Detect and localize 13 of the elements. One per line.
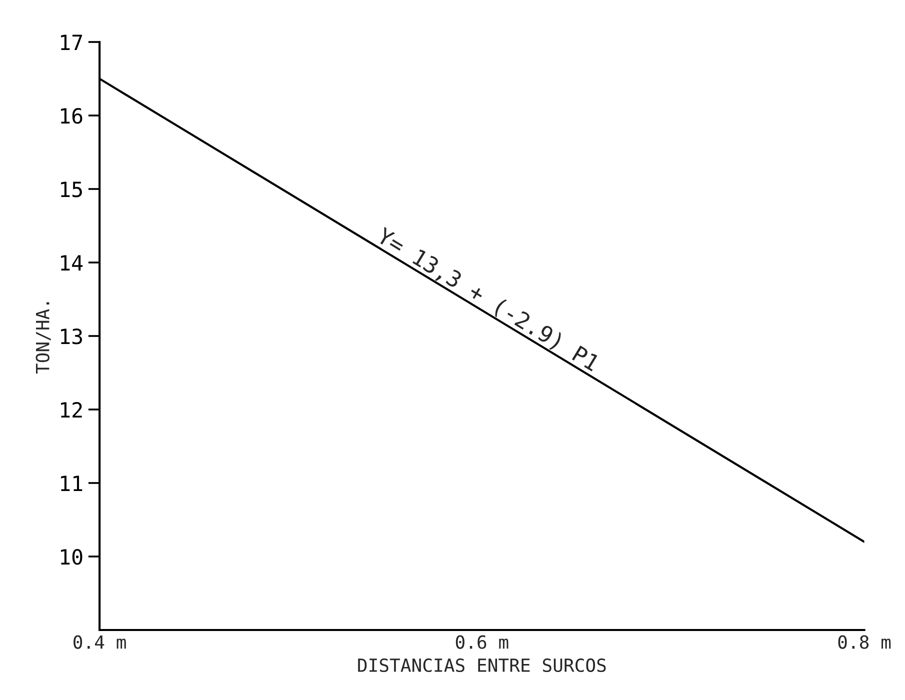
y-tick-label: 12 bbox=[60, 402, 82, 418]
y-tick-label: 11 bbox=[60, 476, 82, 491]
y-axis-title: TON/HA. bbox=[36, 302, 51, 374]
x-tick-label: 0.4 m bbox=[74, 635, 126, 649]
y-tick-label: 13 bbox=[60, 328, 82, 344]
x-axis-title: DISTANCIAS ENTRE SURCOS bbox=[358, 658, 606, 672]
y-tick-label: 14 bbox=[60, 255, 83, 270]
y-tick-label: 16 bbox=[60, 108, 82, 124]
y-tick-label: 15 bbox=[60, 182, 82, 198]
y-tick-label: 10 bbox=[60, 549, 82, 565]
y-tick-label: 17 bbox=[60, 34, 82, 50]
x-tick-label: 0.6 m bbox=[456, 635, 508, 649]
x-tick-label: 0.8 m bbox=[838, 635, 891, 649]
